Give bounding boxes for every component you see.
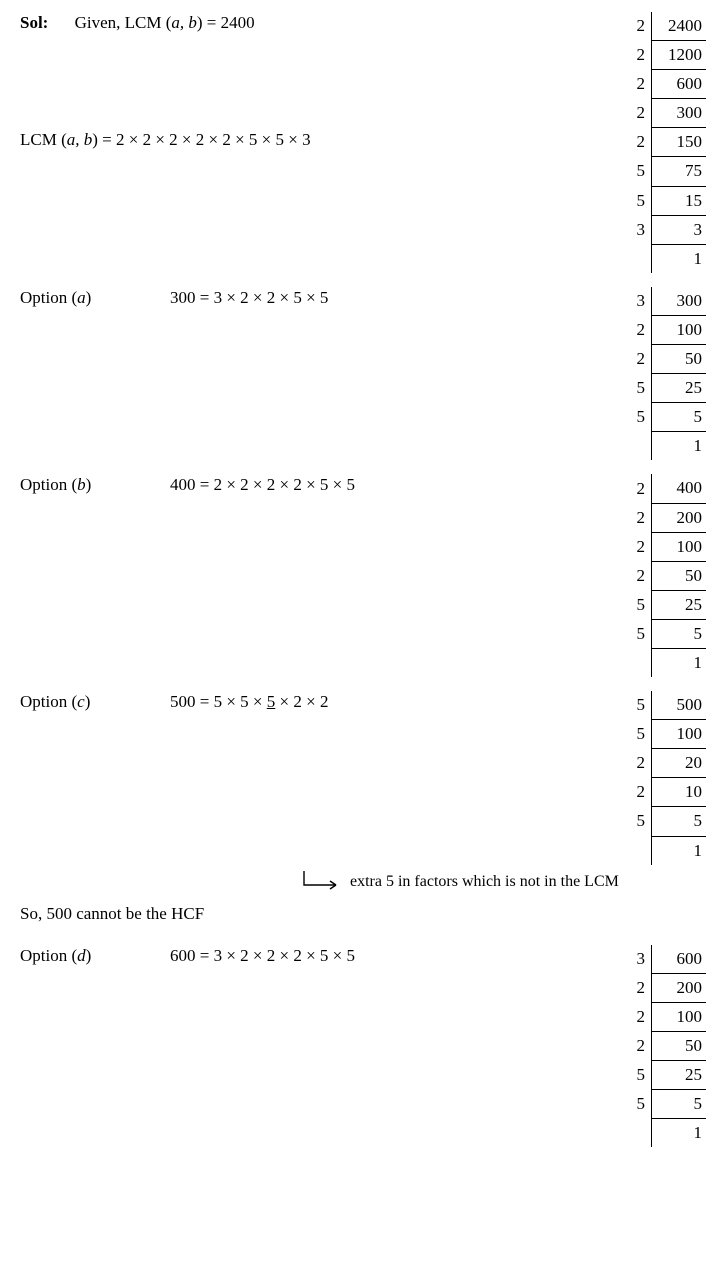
- ladder-300: 33002100250525551: [613, 287, 706, 461]
- opt-b-expr: 400 = 2 × 2 × 2 × 2 × 5 × 5: [170, 474, 355, 496]
- arrow-text: extra 5 in factors which is not in the L…: [350, 872, 619, 893]
- opt-d-expr: 600 = 3 × 2 × 2 × 2 × 5 × 5: [170, 945, 355, 967]
- sol-label: Sol:: [20, 13, 48, 32]
- opt-a-pre: Option (: [20, 288, 77, 307]
- opt-c-expr-post: × 2 × 2: [275, 692, 328, 711]
- ladder-400: 240022002100250525551: [613, 474, 706, 677]
- ladder-2400: 2240021200260023002150575515331: [613, 12, 706, 273]
- opt-b-post: ): [86, 475, 92, 494]
- opt-d-post: ): [86, 946, 92, 965]
- opt-c-expr-pre: 500 = 5 × 5 ×: [170, 692, 267, 711]
- opt-c-post: ): [85, 692, 91, 711]
- opt-a-post: ): [86, 288, 92, 307]
- arrow-icon: [300, 871, 344, 895]
- lcm-ab: a, b: [67, 129, 93, 151]
- opt-c-i: c: [77, 692, 85, 711]
- opt-b-i: b: [77, 475, 86, 494]
- given-ab: a, b: [171, 13, 197, 32]
- given-text-pre: Given, LCM (: [75, 13, 172, 32]
- opt-a-expr: 300 = 3 × 2 × 2 × 5 × 5: [170, 287, 328, 309]
- opt-b-pre: Option (: [20, 475, 77, 494]
- opt-c-expr-u: 5: [267, 692, 276, 711]
- opt-d-pre: Option (: [20, 946, 77, 965]
- hcf-line: So, 500 cannot be the HCF: [20, 903, 706, 925]
- lcm-pre: LCM (: [20, 129, 67, 151]
- ladder-500: 55005100220210551: [613, 691, 706, 865]
- lcm-post: ) = 2 × 2 × 2 × 2 × 2 × 5 × 5 × 3: [92, 129, 310, 151]
- opt-c-pre: Option (: [20, 692, 77, 711]
- given-text-post: ) = 2400: [197, 13, 255, 32]
- opt-d-i: d: [77, 946, 86, 965]
- ladder-600: 360022002100250525551: [613, 945, 706, 1148]
- opt-a-i: a: [77, 288, 86, 307]
